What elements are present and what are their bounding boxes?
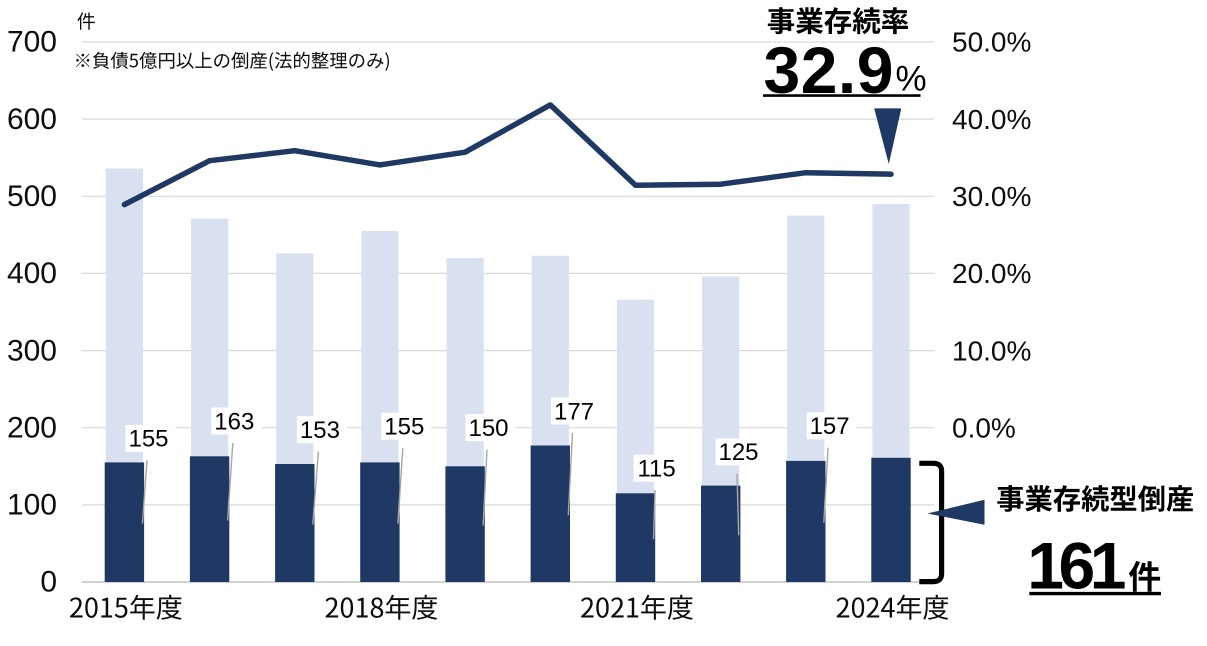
svg-text:155: 155 (128, 426, 168, 453)
svg-text:10.0%: 10.0% (952, 335, 1031, 366)
svg-text:161: 161 (1027, 529, 1124, 603)
svg-text:155: 155 (384, 414, 424, 441)
svg-text:115: 115 (637, 456, 675, 483)
svg-text:30.0%: 30.0% (952, 181, 1031, 212)
svg-text:20.0%: 20.0% (952, 258, 1031, 289)
svg-text:%: % (896, 59, 927, 98)
svg-text:177: 177 (554, 398, 594, 425)
svg-text:125: 125 (718, 439, 758, 466)
svg-text:40.0%: 40.0% (952, 104, 1031, 135)
svg-text:153: 153 (300, 417, 340, 444)
svg-text:700: 700 (7, 26, 57, 59)
svg-text:0: 0 (40, 566, 57, 599)
svg-text:163: 163 (214, 408, 254, 435)
svg-text:500: 500 (7, 180, 57, 213)
svg-text:600: 600 (7, 103, 57, 136)
svg-text:0.0%: 0.0% (952, 412, 1016, 443)
svg-text:300: 300 (7, 334, 57, 367)
svg-text:200: 200 (7, 411, 57, 444)
svg-text:50.0%: 50.0% (952, 27, 1031, 58)
svg-text:400: 400 (7, 257, 57, 290)
svg-text:150: 150 (468, 415, 508, 442)
svg-text:157: 157 (810, 413, 850, 440)
svg-text:100: 100 (7, 489, 57, 522)
